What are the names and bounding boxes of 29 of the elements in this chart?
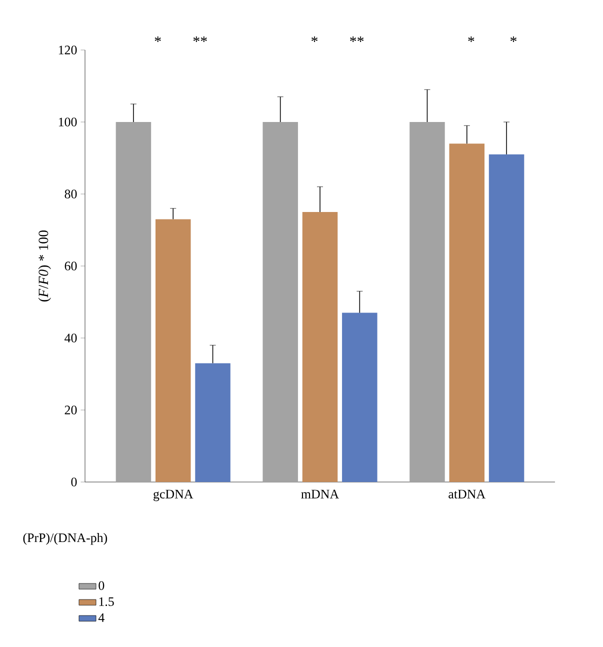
y-tick-label: 0 [71, 478, 77, 486]
y-tick-label: 80 [64, 190, 77, 198]
x-tick-label: atDNA [448, 490, 486, 498]
text: * [312, 36, 318, 42]
legend-label: 0 [98, 581, 104, 590]
y-tick-label: 20 [64, 406, 77, 414]
text: * [510, 36, 516, 42]
bar [449, 144, 484, 482]
text: ** [350, 36, 364, 42]
bar [156, 219, 191, 482]
y-tick-label: 120 [58, 46, 77, 54]
bar [342, 312, 378, 482]
y-tick-label: 60 [64, 262, 77, 270]
x-tick-label: mDNA [301, 490, 339, 498]
bar [488, 154, 524, 482]
y-tick-label: 40 [64, 334, 77, 342]
bar [410, 122, 445, 482]
y-tick-label: 100 [58, 118, 77, 126]
text: * [154, 36, 161, 42]
x-tick-label: gcDNA [154, 490, 194, 502]
text: ** [193, 36, 207, 42]
bar [262, 122, 298, 482]
text: * [468, 36, 474, 42]
bar [116, 122, 152, 482]
legend-title: (PrP)/(DNA-ph) [23, 533, 108, 545]
legend-label: 4 [98, 613, 104, 622]
legend-label: 1.5 [99, 597, 114, 606]
bar [302, 212, 338, 482]
bar [195, 363, 230, 482]
